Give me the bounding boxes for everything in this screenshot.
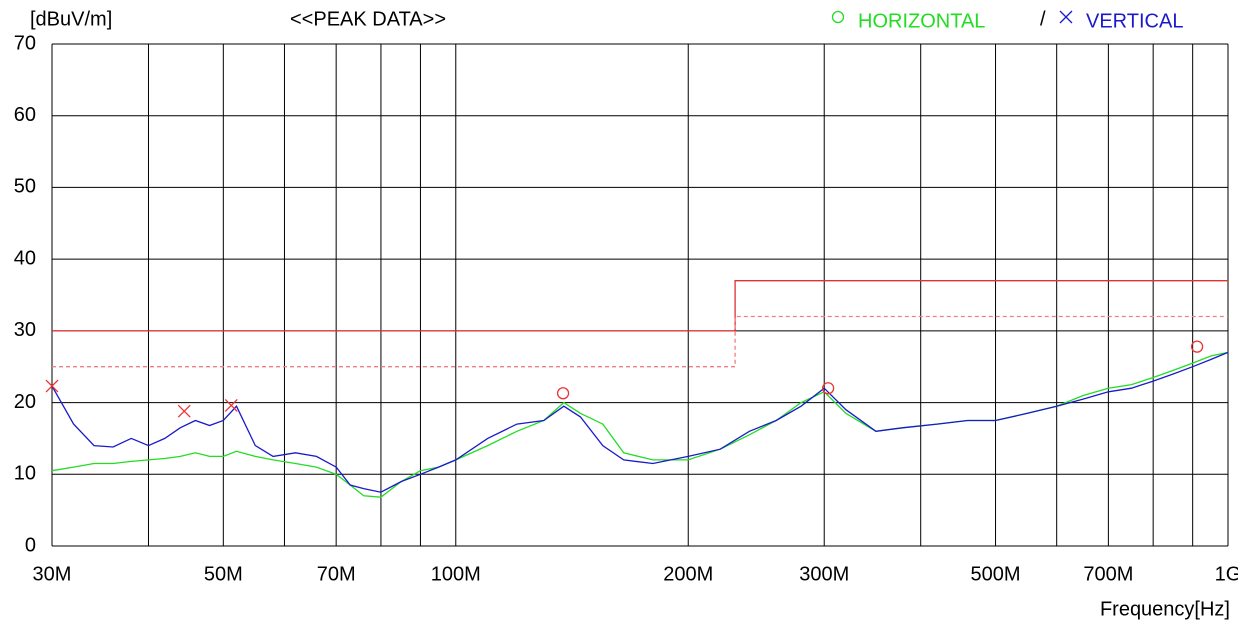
x-tick-label: 50M <box>204 563 243 585</box>
legend-label: HORIZONTAL <box>858 10 985 32</box>
x-axis-label: Frequency[Hz] <box>1100 598 1230 620</box>
legend-label: VERTICAL <box>1086 10 1183 32</box>
peak-marker <box>224 398 238 412</box>
x-tick-label: 700M <box>1083 563 1133 585</box>
legend-separator: / <box>1040 8 1046 30</box>
y-tick-label: 20 <box>14 391 36 413</box>
y-tick-label: 30 <box>14 319 36 341</box>
legend-symbol <box>831 10 845 24</box>
y-tick-label: 0 <box>25 534 36 556</box>
y-axis-label: [dBuV/m] <box>30 8 112 30</box>
chart-title: <<PEAK DATA>> <box>290 8 446 30</box>
x-tick-label: 500M <box>971 563 1021 585</box>
x-tick-label: 1G <box>1215 563 1238 585</box>
x-tick-label: 100M <box>431 563 481 585</box>
legend-symbol <box>1059 10 1073 24</box>
limit-line <box>52 280 1228 332</box>
peak-marker <box>821 382 835 395</box>
peak-marker <box>1190 340 1204 353</box>
y-tick-label: 10 <box>14 463 36 485</box>
peak-marker <box>556 387 570 400</box>
series-line <box>51 351 1229 498</box>
y-tick-label: 70 <box>14 32 36 54</box>
series-line <box>51 351 1229 493</box>
peak-marker <box>177 404 191 418</box>
y-tick-label: 60 <box>14 104 36 126</box>
limit-line <box>52 315 1228 368</box>
x-tick-label: 300M <box>799 563 849 585</box>
x-tick-label: 200M <box>663 563 713 585</box>
peak-marker <box>45 379 59 393</box>
y-tick-label: 50 <box>14 176 36 198</box>
x-tick-label: 30M <box>33 563 72 585</box>
y-tick-label: 40 <box>14 247 36 269</box>
x-tick-label: 70M <box>317 563 356 585</box>
